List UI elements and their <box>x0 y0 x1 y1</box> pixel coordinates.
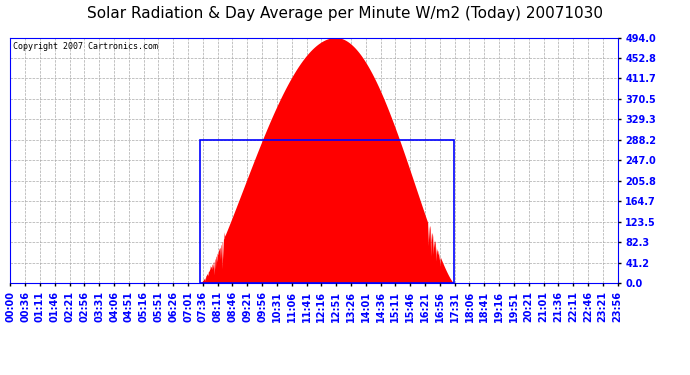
Text: Copyright 2007 Cartronics.com: Copyright 2007 Cartronics.com <box>13 42 159 51</box>
Bar <box>200 140 454 283</box>
Text: Solar Radiation & Day Average per Minute W/m2 (Today) 20071030: Solar Radiation & Day Average per Minute… <box>87 6 603 21</box>
